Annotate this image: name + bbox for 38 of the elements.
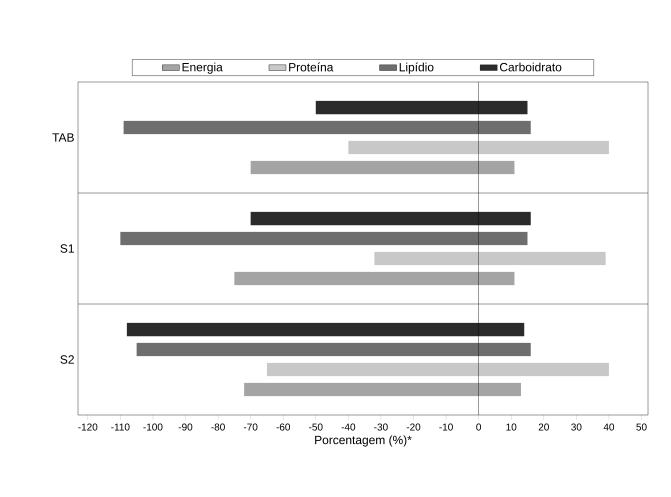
bar <box>266 362 609 376</box>
x-tick-label: 50 <box>636 424 647 431</box>
x-tick-label: -30 <box>374 424 388 431</box>
x-tick-label: -50 <box>309 424 323 431</box>
bar <box>348 140 609 154</box>
x-tick-label: -90 <box>178 424 192 431</box>
bar <box>244 382 521 396</box>
x-tick-label: -80 <box>211 424 225 431</box>
x-tick-label: -40 <box>342 424 356 431</box>
x-tick-label: -70 <box>244 424 258 431</box>
x-tick-label: -100 <box>143 424 162 431</box>
bar <box>120 232 528 246</box>
bar <box>316 100 528 114</box>
legend-label: Lipídio <box>400 62 434 74</box>
bar <box>234 272 514 286</box>
bar <box>126 322 524 336</box>
bar <box>250 160 514 174</box>
bar <box>250 212 531 226</box>
x-tick-label: 30 <box>571 424 582 431</box>
x-tick-label: -10 <box>439 424 453 431</box>
y-tick-label: S2 <box>60 355 74 364</box>
x-tick-label: -120 <box>78 424 98 431</box>
x-tick-label: 20 <box>538 424 549 431</box>
x-tick-label: -110 <box>111 424 130 431</box>
legend-label: Carboidrato <box>500 62 562 72</box>
x-tick-label: 40 <box>604 424 614 431</box>
x-tick-label: 0 <box>476 424 482 431</box>
y-tick-label: S1 <box>60 244 74 253</box>
x-axis-title: Porcentagem (%)* <box>315 435 412 447</box>
bar <box>136 342 531 356</box>
legend-label: Energia <box>182 62 223 74</box>
bar <box>124 120 531 134</box>
x-tick-label: -60 <box>276 424 290 431</box>
x-tick-label: 10 <box>506 424 516 431</box>
x-tick-label: -20 <box>406 424 420 431</box>
legend-label: Proteína <box>289 62 334 72</box>
bar <box>374 252 606 266</box>
y-tick-label: TAB <box>52 133 74 142</box>
